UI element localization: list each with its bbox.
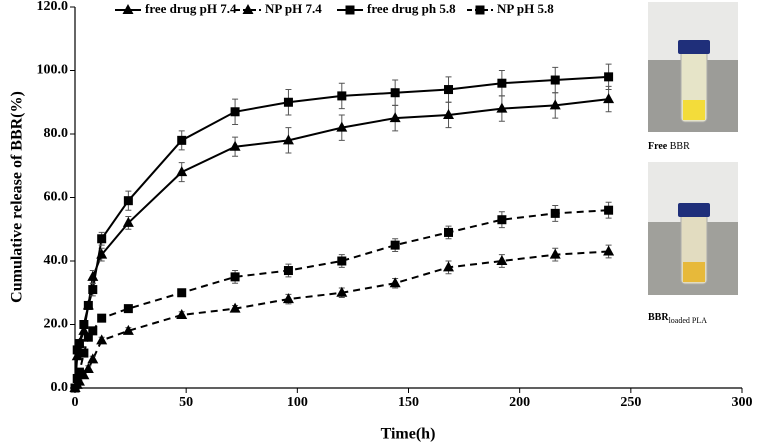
legend-label: NP pH 5.8	[497, 1, 554, 16]
data-point	[282, 134, 294, 145]
data-point	[337, 91, 347, 101]
y-tick-label: 100.0	[37, 63, 69, 78]
x-tick-label: 0	[72, 395, 79, 410]
data-point	[550, 208, 560, 218]
x-tick-label: 150	[398, 395, 419, 410]
data-point	[123, 196, 133, 206]
data-point	[97, 234, 107, 244]
x-tick-label: 50	[179, 395, 193, 410]
data-point	[549, 248, 561, 259]
legend-label: free drug pH 7.4	[145, 1, 237, 16]
data-point	[229, 302, 241, 313]
data-point	[604, 72, 614, 82]
data-point	[70, 383, 80, 393]
data-point	[230, 107, 240, 117]
data-point	[603, 93, 615, 104]
data-point	[443, 261, 455, 272]
data-point	[177, 135, 187, 145]
legend-marker	[242, 4, 254, 14]
data-point	[549, 99, 561, 110]
data-point	[83, 300, 93, 310]
data-point	[176, 166, 188, 177]
y-tick-label: 0.0	[51, 380, 69, 395]
data-point	[72, 345, 82, 355]
data-point	[83, 332, 93, 342]
data-point	[74, 339, 84, 349]
photo-loaded	[648, 162, 738, 295]
data-point	[122, 324, 134, 335]
data-point	[497, 215, 507, 225]
data-point	[79, 320, 89, 329]
inset-caption: BBRloaded PLA	[648, 312, 707, 325]
data-point	[337, 256, 347, 266]
data-point	[496, 255, 508, 265]
x-axis-title: Time(h)	[381, 426, 436, 443]
plot: 0.0 20.0 40.0 60.0 80.0 100.0 120.0 0 50 100 150 20…	[37, 0, 753, 410]
data-point	[88, 285, 98, 295]
data-point	[603, 245, 615, 256]
data-point	[96, 334, 108, 345]
legend-marker	[345, 5, 355, 15]
x-tick-label: 100	[287, 395, 308, 410]
y-tick-label: 80.0	[44, 126, 69, 141]
x-tick-label: 300	[732, 395, 753, 410]
data-point	[496, 102, 508, 113]
data-point	[123, 304, 133, 314]
data-point	[389, 277, 401, 288]
data-point	[283, 97, 293, 107]
data-point	[122, 216, 134, 227]
data-point	[443, 108, 455, 119]
data-point	[282, 293, 294, 304]
data-point	[82, 362, 94, 373]
legend-label: NP pH 7.4	[265, 1, 322, 16]
data-point	[336, 121, 348, 132]
y-tick-label: 120.0	[37, 0, 69, 14]
data-point	[444, 227, 454, 237]
data-point	[176, 308, 188, 319]
x-tick-label: 200	[509, 395, 530, 410]
data-point	[336, 286, 348, 297]
data-point	[389, 112, 401, 123]
caption-bold: BBR	[648, 312, 669, 323]
photo-free	[648, 2, 738, 132]
legend-marker	[475, 5, 485, 15]
caption-sub: loaded PLA	[669, 316, 708, 325]
legend-label: free drug ph 5.8	[367, 1, 456, 16]
data-point	[550, 75, 560, 85]
data-point	[230, 272, 240, 282]
data-point	[229, 140, 241, 151]
y-tick-label: 60.0	[44, 190, 69, 205]
caption-bold: Free	[648, 141, 668, 152]
legend-marker	[122, 4, 134, 14]
data-point	[497, 78, 507, 88]
data-point	[283, 266, 293, 276]
series-line	[74, 209, 609, 389]
series-line	[74, 98, 609, 389]
x-tick-label: 250	[620, 395, 641, 410]
data-point	[604, 205, 614, 215]
data-point	[177, 288, 187, 298]
data-point	[390, 88, 400, 98]
y-axis-title: Cumulative release of BBR(%)	[9, 91, 26, 303]
data-point	[74, 367, 84, 377]
data-point	[87, 353, 99, 364]
data-point	[390, 240, 400, 250]
y-tick-label: 40.0	[44, 253, 69, 268]
y-tick-label: 20.0	[44, 317, 69, 332]
series-line	[74, 250, 609, 389]
data-point	[79, 348, 89, 358]
data-point	[97, 313, 107, 323]
data-point	[72, 373, 82, 383]
inset-caption: Free BBR	[648, 141, 690, 152]
caption: BBR	[670, 141, 690, 152]
data-point	[88, 326, 98, 336]
data-point	[444, 85, 454, 95]
